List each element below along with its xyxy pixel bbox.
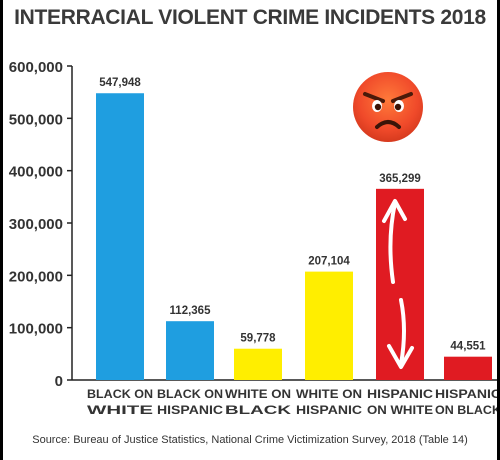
data-labels: 547,948 112,365 59,778 207,104 365,299 44,551 [99,77,486,352]
x-tick-label: HISPANIC [435,389,497,401]
bar [444,356,492,380]
x-tick-label: ON BLACK [435,405,497,417]
data-label: 365,299 [379,173,421,185]
x-tick-label: BLACK [225,405,292,417]
bar [234,348,282,380]
x-tick-label: HISPANIC [157,405,223,417]
y-tick-label: 200,000 [9,268,63,285]
bars [96,93,492,381]
source-note: Source: Bureau of Justice Statistics, Na… [32,434,468,446]
x-tick-label: WHITE ON [225,389,291,401]
x-tick-label: WHITE ON [296,389,362,401]
bar [376,188,424,380]
y-tick-label: 400,000 [9,164,63,181]
chart-frame: INTERRACIAL VIOLENT CRIME INCIDENTS 2018… [3,0,497,460]
axes: 0 100,000 200,000 300,000 400,000 500,000 600,… [9,59,497,390]
chart-title: INTERRACIAL VIOLENT CRIME INCIDENTS 2018 [14,6,486,29]
bar [305,271,353,380]
arrow-down-head [387,344,414,369]
y-tick-label: 300,000 [9,216,63,233]
y-tick-label: 100,000 [9,321,63,338]
x-tick-label: WHITE [87,405,154,417]
arrow-up-head [382,199,407,223]
data-label: 59,778 [240,333,276,345]
data-label: 207,104 [308,256,350,268]
angry-face-icon [353,72,423,142]
y-tick-label: 0 [55,373,63,390]
y-tick-label: 500,000 [9,111,63,128]
x-tick-label: ON WHITE [367,405,433,417]
data-label: 112,365 [170,305,212,317]
bar [166,321,214,380]
x-tick-label: BLACK ON [87,389,153,401]
x-tick-label: HISPANIC [296,405,362,417]
arrow-upper-stroke [388,201,397,284]
data-label: 547,948 [99,77,141,89]
arrow-lower-stroke [399,298,406,366]
y-tick-label: 600,000 [9,59,63,76]
bar-chart: 0 100,000 200,000 300,000 400,000 500,000 600,… [9,59,497,417]
range-arrow-annotation [382,199,414,369]
data-label: 44,551 [450,341,486,353]
x-tick-label: HISPANIC [367,389,433,401]
x-tick-label: BLACK ON [157,389,223,401]
bar [96,93,144,381]
